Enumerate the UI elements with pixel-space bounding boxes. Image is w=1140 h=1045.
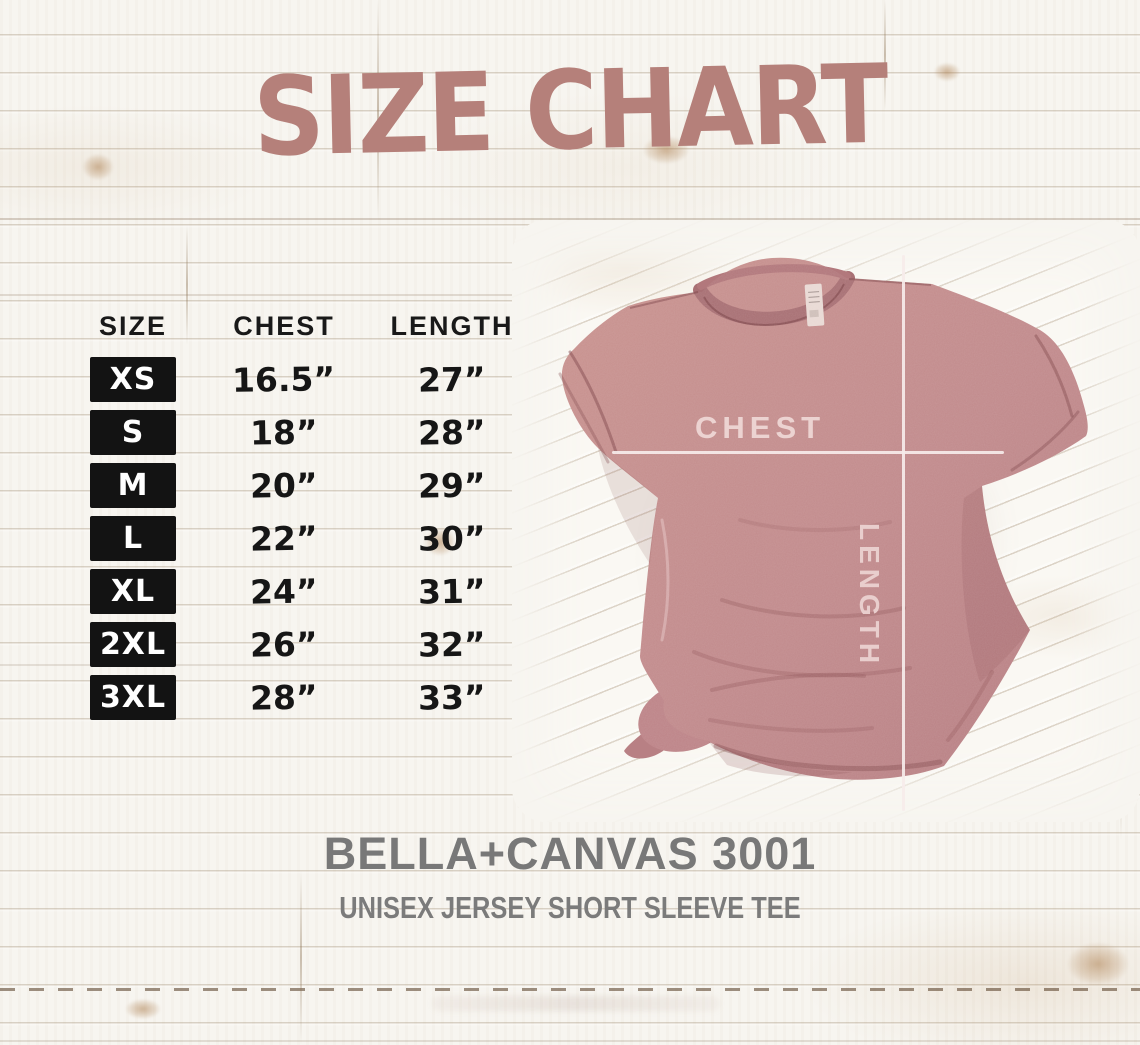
length-value: 31”: [417, 571, 487, 612]
column-header-length: LENGTH: [390, 311, 514, 341]
wood-knot: [78, 150, 118, 184]
wood-seam: [186, 225, 188, 345]
plank-line: [0, 1040, 1140, 1042]
chest-measure-line: [612, 451, 1004, 454]
wood-knot: [120, 996, 166, 1022]
chest-measure-label: CHEST: [695, 410, 826, 445]
wood-knot: [636, 132, 696, 168]
wood-seam: [377, 0, 379, 220]
product-name: UNISEX JERSEY SHORT SLEEVE TEE: [339, 890, 801, 925]
length-value: 29”: [417, 465, 487, 506]
watermark: [432, 996, 720, 1011]
chest-value: 18”: [249, 412, 319, 453]
size-badge: M: [90, 463, 176, 508]
chest-value: 20”: [249, 465, 319, 506]
length-value: 27”: [417, 359, 487, 400]
chest-value: 24”: [249, 571, 319, 612]
column-header-chest: CHEST: [233, 311, 335, 341]
brand-name: BELLA+CANVAS 3001: [323, 828, 817, 879]
chest-value: 28”: [249, 677, 319, 718]
length-measure-label: LENGTH: [854, 523, 885, 669]
shirt-photo: CHEST LENGTH: [512, 220, 1140, 827]
length-value: 30”: [417, 518, 487, 559]
plank-line: [0, 218, 1140, 220]
size-badge: 3XL: [90, 675, 176, 720]
wood-knot: [420, 524, 460, 560]
column-header-size: SIZE: [98, 311, 167, 341]
wood-knot: [930, 60, 964, 84]
chest-value: 26”: [249, 624, 319, 665]
t-shirt-image: [558, 257, 1088, 780]
length-value: 33”: [417, 677, 487, 718]
wood-knot: [1058, 936, 1138, 992]
page-title: SIZE CHART: [251, 41, 888, 182]
wood-seam: [884, 0, 886, 110]
length-measure-line: [902, 255, 905, 811]
wood-seam: [300, 870, 302, 1045]
size-badge: XL: [90, 569, 176, 614]
chest-value: 22”: [249, 518, 319, 559]
size-badge: L: [90, 516, 176, 561]
size-badge: XS: [90, 357, 176, 402]
size-badge: S: [90, 410, 176, 455]
plank-line-dashed: [0, 988, 1140, 991]
length-value: 32”: [417, 624, 487, 665]
size-badge: 2XL: [90, 622, 176, 667]
size-chart-table: SIZE CHEST LENGTH XS 16.5” 27” S 18” 28”…: [60, 300, 542, 724]
length-value: 28”: [417, 412, 487, 453]
chest-value: 16.5”: [232, 359, 336, 400]
